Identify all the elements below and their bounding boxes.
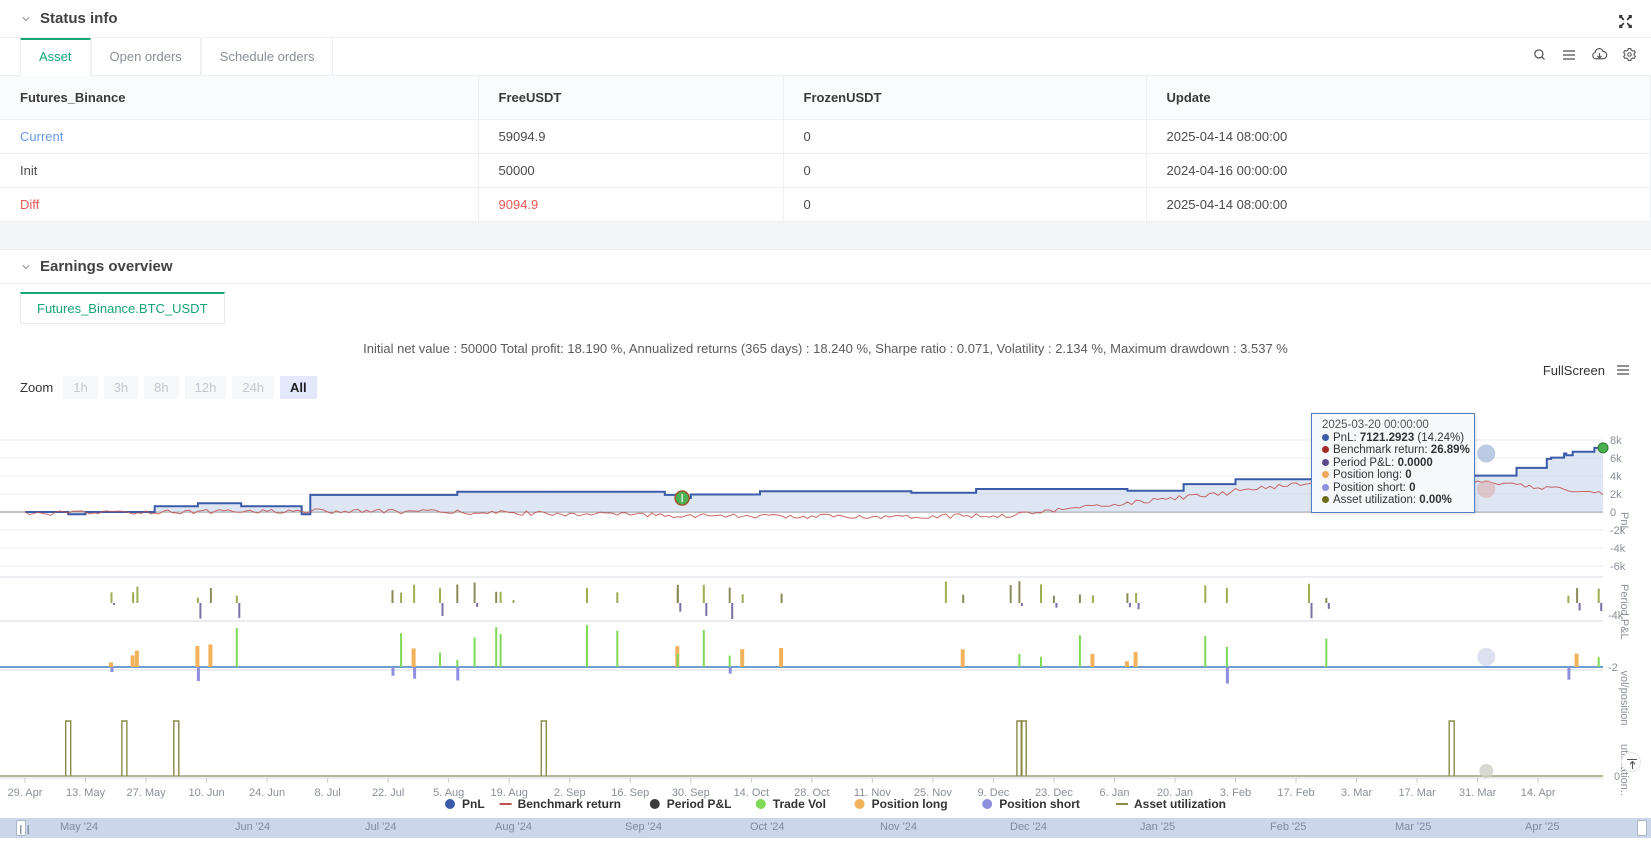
svg-text:27. May: 27. May [126,787,166,799]
svg-text:-4k: -4k [1610,543,1626,555]
svg-text:17. Mar: 17. Mar [1398,787,1436,799]
svg-text:31. Mar: 31. Mar [1459,787,1497,799]
svg-text:5. Aug: 5. Aug [433,787,464,799]
svg-text:Trade Vol: Trade Vol [773,797,826,811]
svg-text:-2: -2 [1608,662,1618,674]
svg-text:Position short: Position short [999,797,1080,811]
svg-text:24. Jun: 24. Jun [249,787,285,799]
svg-text:14. Oct: 14. Oct [734,787,769,799]
svg-text:vol/position: vol/position [1618,671,1630,726]
svg-text:13. May: 13. May [66,787,106,799]
svg-text:6. Jan: 6. Jan [1099,787,1129,799]
svg-text:14. Apr: 14. Apr [1521,787,1556,799]
svg-text:-6k: -6k [1610,561,1626,573]
svg-text:PnL: PnL [462,797,485,811]
svg-text:10. Jun: 10. Jun [189,787,225,799]
svg-text:Period P&L: Period P&L [667,797,732,811]
svg-text:Asset utilization: Asset utilization [1134,797,1226,811]
svg-text:0: 0 [1614,771,1620,783]
svg-text:6k: 6k [1610,453,1622,465]
svg-text:22. Jul: 22. Jul [372,787,404,799]
svg-text:8. Jul: 8. Jul [314,787,340,799]
svg-text:Position long: Position long [872,797,948,811]
svg-text:PnL: PnL [1618,512,1630,532]
svg-text:3. Mar: 3. Mar [1341,787,1373,799]
svg-text:4k: 4k [1610,471,1622,483]
svg-text:29. Apr: 29. Apr [8,787,43,799]
svg-text:0: 0 [1610,507,1616,519]
svg-text:-4k: -4k [1608,610,1624,622]
svg-text:2k: 2k [1610,489,1622,501]
svg-text:17. Feb: 17. Feb [1277,787,1314,799]
svg-text:8k: 8k [1610,435,1622,447]
svg-text:Benchmark return: Benchmark return [518,797,621,811]
